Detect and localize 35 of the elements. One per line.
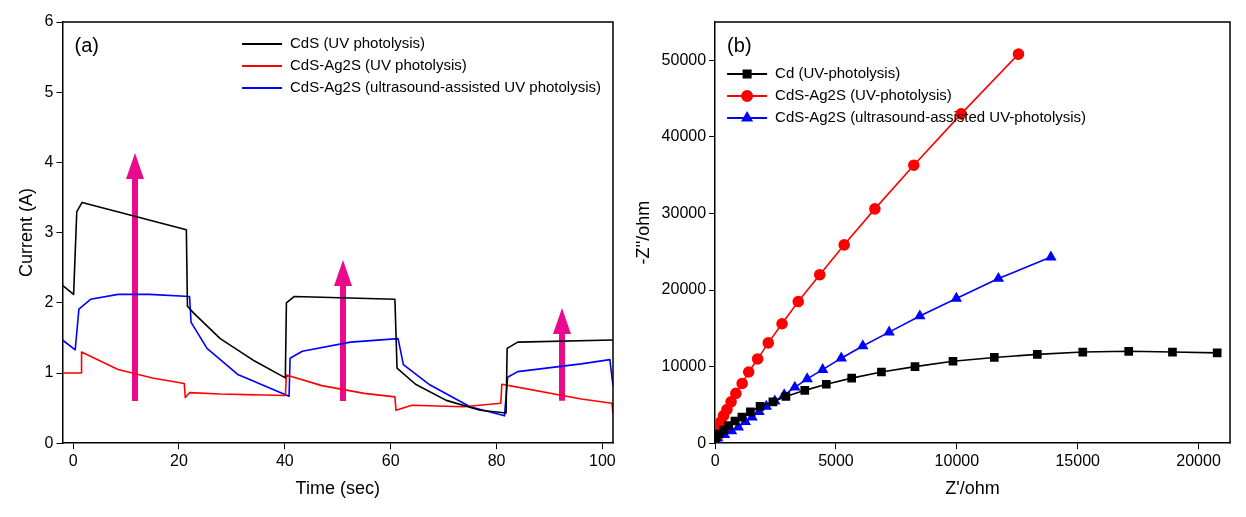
y-tick-label: 10000 <box>661 357 707 375</box>
y-tick-label: 40000 <box>661 127 707 145</box>
x-tick-label: 80 <box>487 452 506 470</box>
y-tick-label: 6 <box>44 12 54 30</box>
legend-label: CdS-Ag2S (ultrasound-assisted UV photolysis) <box>290 78 602 96</box>
y-tick-label: 30000 <box>661 203 707 221</box>
legend-label: CdS-Ag2S (UV photolysis) <box>290 56 467 74</box>
x-tick-label: 5000 <box>818 452 854 470</box>
y-axis-title: -Z''/ohm <box>632 200 653 265</box>
y-tick-label: 3 <box>44 223 54 241</box>
x-axis-title: Z'/ohm <box>945 478 1000 499</box>
y-tick-label: 0 <box>44 433 54 451</box>
y-tick-label: 20000 <box>661 280 707 298</box>
y-axis-title: Current (A) <box>15 188 36 278</box>
annotation: (b) <box>727 33 752 56</box>
legend-label: CdS-Ag2S (UV-photolysis) <box>775 86 952 104</box>
y-tick-label: 2 <box>44 293 54 311</box>
y-tick-label: 1 <box>44 363 54 381</box>
y-tick-label: 0 <box>697 433 707 451</box>
annotation: (a) <box>74 33 99 56</box>
y-tick-label: 4 <box>44 152 54 170</box>
legend-label: CdS (UV photolysis) <box>290 34 426 52</box>
legend-label: Cd (UV-photolysis) <box>775 64 901 82</box>
x-tick-label: 10000 <box>934 452 980 470</box>
x-axis-title: Time (sec) <box>295 478 380 499</box>
x-tick-label: 60 <box>381 452 400 470</box>
x-tick-label: 20000 <box>1176 452 1221 470</box>
x-tick-label: 15000 <box>1055 452 1101 470</box>
x-tick-label: 0 <box>68 452 78 470</box>
y-tick-label: 5 <box>44 82 54 100</box>
x-tick-label: 40 <box>275 452 294 470</box>
x-tick-label: 20 <box>170 452 188 470</box>
x-tick-label: 0 <box>710 452 720 470</box>
y-tick-label: 50000 <box>661 50 707 68</box>
x-tick-label: 100 <box>589 452 616 470</box>
